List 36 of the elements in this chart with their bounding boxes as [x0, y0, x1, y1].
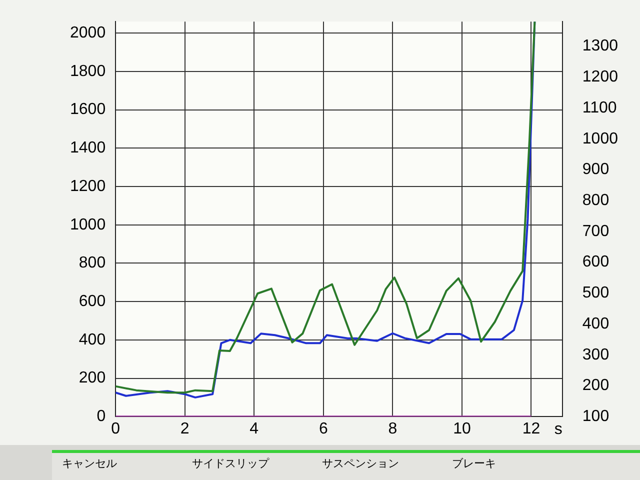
y2-tick-label: 100: [582, 408, 610, 426]
x-tick-label: 8: [388, 420, 398, 438]
y2-tick-label: 900: [582, 161, 610, 178]
y2-tick-label: 1100: [582, 99, 617, 116]
y2-tick-label: 800: [582, 192, 610, 209]
y2-tick-label: 1200: [582, 68, 618, 86]
x-tick-label: 12: [522, 420, 540, 438]
y-tick-label: 1600: [70, 101, 106, 118]
text: サスペンション: [321, 456, 400, 472]
y2-tick-label: 200: [582, 377, 610, 394]
y2-tick-label: 600: [582, 254, 610, 271]
y-tick-label: 400: [78, 331, 106, 348]
y-tick-label: 1200: [70, 178, 106, 195]
x-tick-label: 2: [180, 420, 190, 438]
y-tick-label: 1800: [70, 62, 106, 80]
y2-tick-label: 1300: [582, 38, 618, 55]
x-tick-label: 4: [250, 420, 259, 438]
y2-tick-label: 700: [582, 222, 610, 240]
y2-tick-label: 500: [582, 284, 610, 302]
x-tick-label: 0: [111, 420, 120, 438]
text: キャンセル: [61, 456, 118, 472]
y-tick-label: 200: [78, 370, 106, 387]
text: サイドスリップ: [191, 456, 270, 472]
text: ブレーキ: [451, 456, 497, 472]
y-tick-label: 1000: [70, 216, 106, 234]
y2-tick-label: 300: [582, 346, 610, 364]
y2-tick-label: 400: [582, 315, 610, 332]
y-tick-label: 800: [78, 254, 106, 272]
y-tick-label: 2000: [70, 24, 106, 42]
y-tick-label: 600: [78, 292, 106, 310]
y-tick-label: 1400: [70, 140, 106, 157]
y-tick-label: 0: [96, 408, 106, 426]
x-tick-label: 6: [318, 420, 328, 438]
x-tick-label: 10: [453, 420, 471, 438]
y2-tick-label: 1000: [582, 130, 618, 148]
x-axis-title: s: [554, 420, 562, 438]
